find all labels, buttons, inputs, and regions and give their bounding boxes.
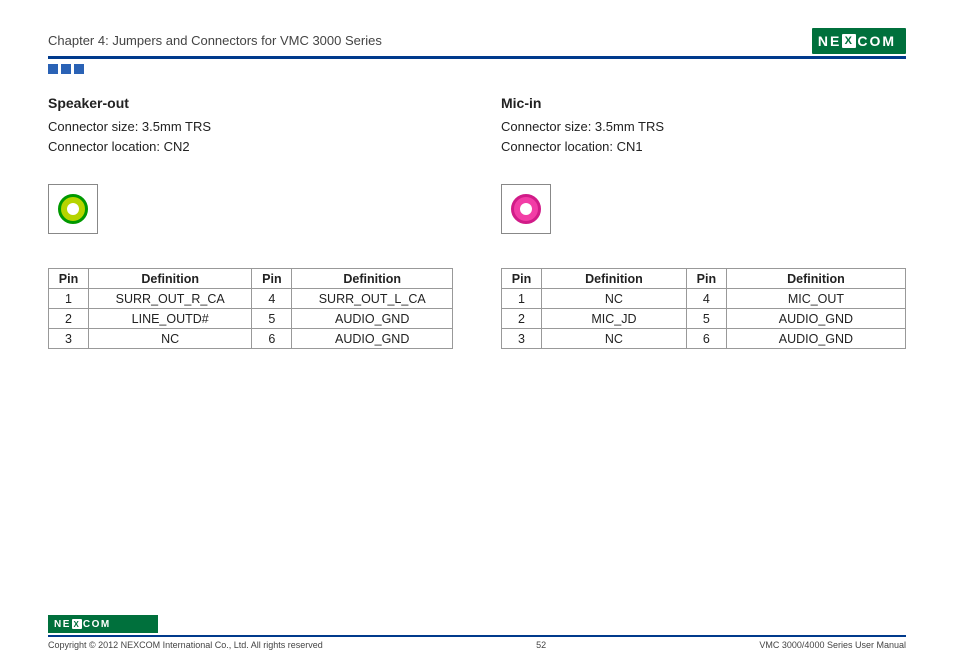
mic-in-section: Mic-in Connector size: 3.5mm TRS Connect… [501, 95, 906, 349]
cell-pin: 6 [686, 329, 726, 349]
cell-def: NC [89, 329, 252, 349]
brand-logo: NE X COM [812, 28, 906, 54]
cell-pin: 5 [252, 309, 292, 329]
brand-pre: NE [818, 33, 841, 49]
doc-title: VMC 3000/4000 Series User Manual [759, 640, 906, 650]
connector-location: Connector location: CN2 [48, 137, 453, 157]
table-row: 3 NC 6 AUDIO_GND [49, 329, 453, 349]
th-def: Definition [726, 269, 905, 289]
jack-diagram [48, 184, 98, 234]
th-pin: Pin [502, 269, 542, 289]
table-row: 2 LINE_OUTD# 5 AUDIO_GND [49, 309, 453, 329]
cell-def: AUDIO_GND [292, 329, 453, 349]
chapter-title: Chapter 4: Jumpers and Connectors for VM… [48, 33, 382, 54]
cell-def: SURR_OUT_R_CA [89, 289, 252, 309]
cell-pin: 2 [49, 309, 89, 329]
cell-def: LINE_OUTD# [89, 309, 252, 329]
table-header-row: Pin Definition Pin Definition [502, 269, 906, 289]
footer-logo: NE X COM [48, 615, 158, 633]
th-def: Definition [542, 269, 687, 289]
jack-hole-icon [520, 203, 532, 215]
square-icon [74, 64, 84, 74]
cell-def: MIC_OUT [726, 289, 905, 309]
decorative-squares [48, 64, 84, 74]
section-title: Speaker-out [48, 95, 453, 111]
cell-def: SURR_OUT_L_CA [292, 289, 453, 309]
jack-ring-icon [58, 194, 88, 224]
cell-pin: 3 [502, 329, 542, 349]
cell-def: NC [542, 289, 687, 309]
cell-pin: 5 [686, 309, 726, 329]
cell-def: NC [542, 329, 687, 349]
brand-post: COM [83, 619, 111, 630]
cell-pin: 4 [686, 289, 726, 309]
square-icon [61, 64, 71, 74]
cell-def: AUDIO_GND [292, 309, 453, 329]
brand-post: COM [857, 33, 896, 49]
footer-rule [48, 635, 906, 637]
section-title: Mic-in [501, 95, 906, 111]
content-columns: Speaker-out Connector size: 3.5mm TRS Co… [48, 95, 906, 349]
brand-text: NE X COM [54, 619, 111, 630]
cell-pin: 1 [502, 289, 542, 309]
copyright-text: Copyright © 2012 NEXCOM International Co… [48, 640, 323, 650]
connector-size: Connector size: 3.5mm TRS [48, 117, 453, 137]
speaker-out-section: Speaker-out Connector size: 3.5mm TRS Co… [48, 95, 453, 349]
pin-table: Pin Definition Pin Definition 1 NC 4 MIC… [501, 268, 906, 349]
footer-row: Copyright © 2012 NEXCOM International Co… [48, 640, 906, 650]
brand-x-icon: X [842, 34, 856, 48]
cell-pin: 2 [502, 309, 542, 329]
th-pin: Pin [49, 269, 89, 289]
page-header: Chapter 4: Jumpers and Connectors for VM… [48, 28, 906, 54]
jack-hole-icon [67, 203, 79, 215]
brand-x-icon: X [72, 619, 82, 629]
cell-def: MIC_JD [542, 309, 687, 329]
cell-pin: 1 [49, 289, 89, 309]
table-row: 2 MIC_JD 5 AUDIO_GND [502, 309, 906, 329]
cell-pin: 3 [49, 329, 89, 349]
th-def: Definition [292, 269, 453, 289]
cell-pin: 4 [252, 289, 292, 309]
jack-diagram [501, 184, 551, 234]
th-def: Definition [89, 269, 252, 289]
cell-pin: 6 [252, 329, 292, 349]
th-pin: Pin [252, 269, 292, 289]
page-number: 52 [536, 640, 546, 650]
connector-location: Connector location: CN1 [501, 137, 906, 157]
jack-ring-icon [511, 194, 541, 224]
cell-def: AUDIO_GND [726, 329, 905, 349]
page-footer: NE X COM Copyright © 2012 NEXCOM Interna… [48, 615, 906, 650]
connector-size: Connector size: 3.5mm TRS [501, 117, 906, 137]
brand-pre: NE [54, 619, 71, 630]
header-rule [48, 56, 906, 59]
table-header-row: Pin Definition Pin Definition [49, 269, 453, 289]
th-pin: Pin [686, 269, 726, 289]
brand-text: NE X COM [818, 33, 896, 49]
table-row: 1 SURR_OUT_R_CA 4 SURR_OUT_L_CA [49, 289, 453, 309]
page: Chapter 4: Jumpers and Connectors for VM… [0, 0, 954, 672]
table-row: 3 NC 6 AUDIO_GND [502, 329, 906, 349]
square-icon [48, 64, 58, 74]
table-row: 1 NC 4 MIC_OUT [502, 289, 906, 309]
pin-table: Pin Definition Pin Definition 1 SURR_OUT… [48, 268, 453, 349]
cell-def: AUDIO_GND [726, 309, 905, 329]
